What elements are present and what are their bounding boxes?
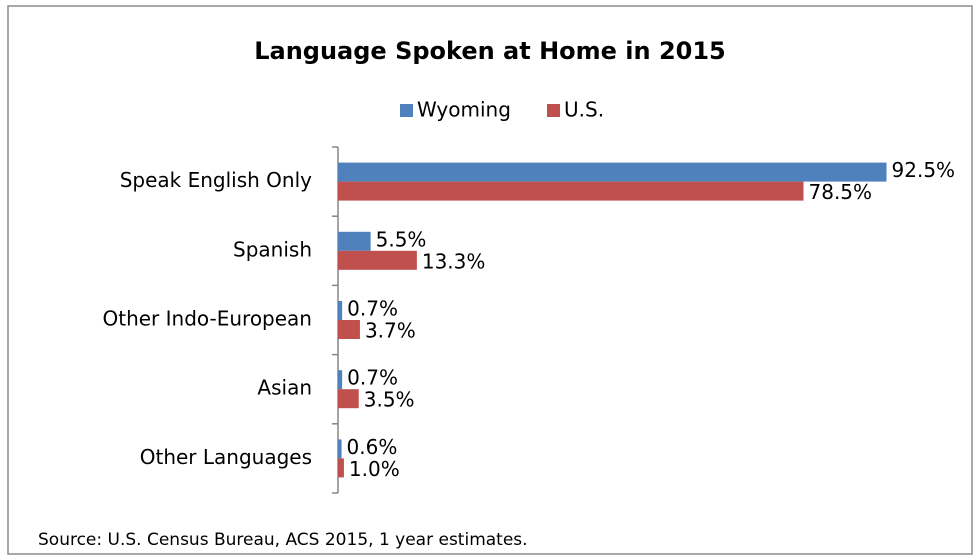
legend-label: U.S. <box>564 98 604 122</box>
value-label: 3.5% <box>364 388 415 412</box>
value-label: 3.7% <box>365 319 416 343</box>
legend-label: Wyoming <box>417 98 511 122</box>
bar <box>338 320 360 339</box>
value-label: 78.5% <box>809 180 873 204</box>
value-label: 0.7% <box>347 366 398 390</box>
bar <box>338 439 342 459</box>
chart-title: Language Spoken at Home in 2015 <box>254 37 726 65</box>
y-tick-label: Other Languages <box>140 445 312 469</box>
bar <box>338 301 343 320</box>
value-label: 0.7% <box>347 297 398 321</box>
y-tick-label: Speak English Only <box>120 168 312 192</box>
bar <box>338 370 343 390</box>
y-tick-label: Spanish <box>233 237 312 261</box>
legend-swatch <box>547 104 560 117</box>
y-tick-label: Asian <box>257 376 312 400</box>
bar <box>338 181 804 201</box>
value-label: 13.3% <box>422 249 486 273</box>
chart-border <box>7 5 973 555</box>
legend-swatch <box>400 104 413 117</box>
value-label: 92.5% <box>892 158 956 182</box>
y-tick-label: Other Indo-European <box>102 307 312 331</box>
bar <box>338 389 359 409</box>
value-label: 1.0% <box>349 457 400 481</box>
source-note: Source: U.S. Census Bureau, ACS 2015, 1 … <box>38 530 528 550</box>
bar <box>338 250 417 270</box>
bar <box>338 458 344 478</box>
bar <box>338 162 887 182</box>
value-label: 5.5% <box>376 227 427 251</box>
bar <box>338 231 371 251</box>
value-label: 0.6% <box>347 435 398 459</box>
